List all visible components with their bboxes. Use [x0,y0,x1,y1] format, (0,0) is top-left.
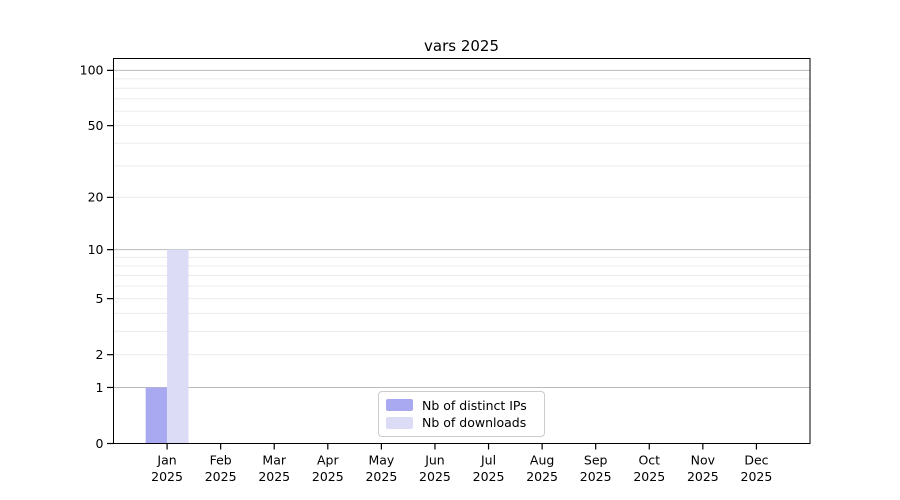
x-tick-label: Jun [424,453,445,468]
chart-title: vars 2025 [424,37,499,55]
bar [167,249,189,444]
legend-entry-downloads: Nb of downloads [386,415,537,430]
x-tick-year-label: 2025 [580,469,612,484]
legend-label: Nb of downloads [422,415,527,431]
x-tick-year-label: 2025 [687,469,719,484]
x-tick-year-label: 2025 [151,469,183,484]
x-tick-label: Jan [156,453,176,468]
y-tick-label: 1 [96,380,104,395]
plot-border [113,58,811,444]
distinct-ips-swatch-icon [386,399,413,412]
x-tick-year-label: 2025 [633,469,665,484]
x-tick-label: Jul [480,453,496,468]
x-tick-year-label: 2025 [365,469,397,484]
x-tick-year-label: 2025 [258,469,290,484]
x-tick-year-label: 2025 [419,469,451,484]
y-tick-label: 100 [80,63,104,78]
x-tick-label: May [368,453,394,468]
legend-entry-distinct-ips: Nb of distinct IPs [386,398,537,413]
downloads-swatch-icon [386,416,413,429]
y-tick-label: 0 [96,436,104,451]
x-tick-year-label: 2025 [312,469,344,484]
x-tick-year-label: 2025 [741,469,773,484]
x-tick-label: Nov [691,453,716,468]
x-tick-label: Feb [210,453,232,468]
legend-label: Nb of distinct IPs [422,397,527,413]
x-tick-label: Apr [317,453,339,468]
legend: Nb of distinct IPs Nb of downloads [378,391,545,437]
x-tick-year-label: 2025 [526,469,558,484]
x-tick-label: Sep [584,453,608,468]
y-tick-label: 10 [88,242,104,257]
x-tick-label: Dec [744,453,768,468]
x-tick-label: Oct [638,453,660,468]
x-tick-year-label: 2025 [205,469,237,484]
y-tick-label: 20 [88,190,104,205]
y-tick-label: 50 [88,118,104,133]
x-tick-label: Mar [262,453,286,468]
bar [145,387,168,444]
y-tick-label: 2 [96,347,104,362]
y-tick-label: 5 [96,291,104,306]
x-tick-label: Aug [530,453,554,468]
x-tick-year-label: 2025 [473,469,505,484]
